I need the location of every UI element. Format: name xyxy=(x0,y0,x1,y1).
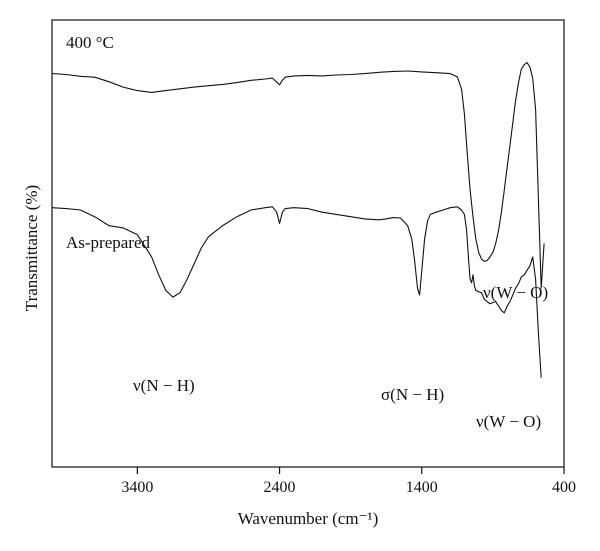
series-label-400c: 400 °C xyxy=(66,33,114,52)
x-axis-label: Wavenumber (cm⁻¹) xyxy=(238,509,379,528)
y-axis-label: Transmittance (%) xyxy=(22,185,41,311)
annotation-nu-w-o-bottom: ν(W − O) xyxy=(476,412,541,431)
annotation-sigma-n-h: σ(N − H) xyxy=(381,385,444,404)
plot-frame xyxy=(51,19,565,468)
x-tick-label-3400: 3400 xyxy=(121,479,153,496)
spectrum-line-400c xyxy=(51,61,545,289)
spectrum-line-as-prepared xyxy=(51,206,542,378)
x-tick-label-400: 400 xyxy=(552,479,576,496)
series-label-as-prepared: As-prepared xyxy=(66,233,151,252)
x-axis-ticks: 3400 2400 1400 400 xyxy=(121,467,576,496)
annotation-nu-n-h: ν(N − H) xyxy=(133,376,195,395)
annotation-nu-w-o-top: ν(W − O) xyxy=(483,283,548,302)
x-tick-label-2400: 2400 xyxy=(264,479,296,496)
x-tick-label-1400: 1400 xyxy=(406,479,438,496)
